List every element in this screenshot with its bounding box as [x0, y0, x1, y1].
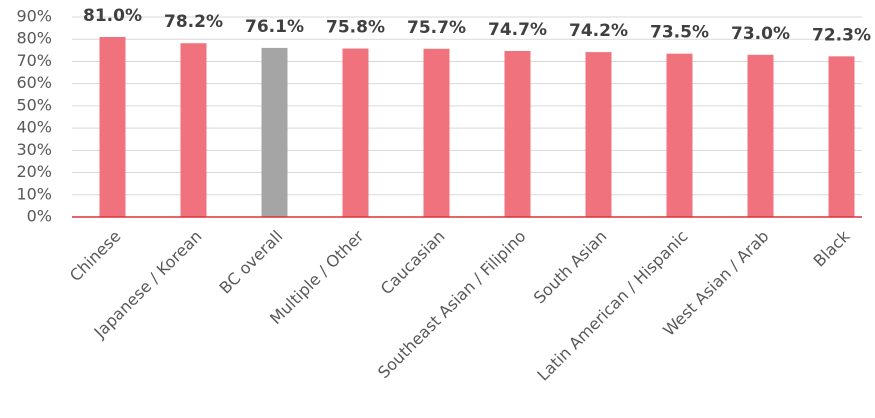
bar — [261, 47, 288, 218]
x-tick-label: Chinese — [66, 227, 125, 286]
bar — [342, 48, 369, 217]
bar — [585, 52, 612, 217]
y-tick-label: 80% — [16, 29, 52, 48]
y-tick-label: 50% — [16, 95, 52, 114]
x-tick-label: South Asian — [530, 227, 611, 308]
value-label: 75.7% — [407, 18, 466, 38]
y-tick-label: 70% — [16, 51, 52, 70]
x-tick-label: Black — [809, 226, 854, 271]
value-label: 72.3% — [812, 25, 871, 45]
bar — [828, 56, 855, 218]
bar — [180, 43, 207, 217]
bar — [666, 53, 693, 217]
x-tick-label: Latin American / Hispanic — [533, 227, 691, 385]
x-tick-label: Southeast Asian / Filipino — [374, 227, 530, 383]
y-tick-label: 30% — [16, 140, 52, 159]
bar — [504, 51, 531, 217]
value-label: 76.1% — [245, 17, 304, 37]
y-tick-label: 0% — [27, 207, 52, 226]
value-label: 75.8% — [326, 18, 385, 38]
y-tick-label: 60% — [16, 73, 52, 92]
y-tick-label: 10% — [16, 184, 52, 203]
y-tick-label: 40% — [16, 118, 52, 137]
value-label: 74.7% — [488, 20, 547, 40]
bar — [747, 54, 774, 218]
y-tick-label: 20% — [16, 162, 52, 181]
value-label: 73.5% — [650, 23, 709, 43]
value-label: 81.0% — [83, 6, 142, 26]
value-label: 74.2% — [569, 21, 628, 41]
value-label: 78.2% — [164, 12, 223, 32]
x-tick-label: BC overall — [216, 227, 287, 298]
value-label: 73.0% — [731, 24, 790, 44]
x-tick-label: Caucasian — [377, 227, 449, 299]
bar — [99, 37, 126, 217]
y-tick-label: 90% — [16, 7, 52, 26]
bar — [423, 48, 450, 218]
